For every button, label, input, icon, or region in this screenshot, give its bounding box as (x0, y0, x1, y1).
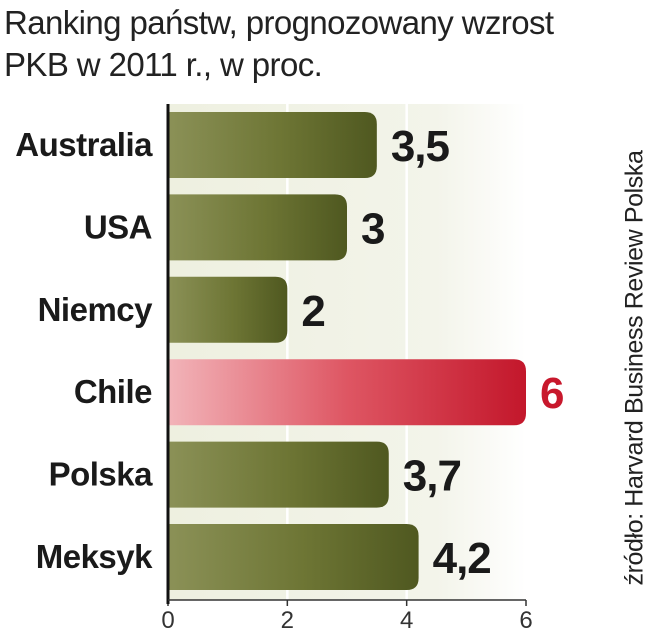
bar-usa (168, 194, 347, 261)
category-label: Polska (49, 456, 154, 493)
category-label: Australia (15, 126, 153, 163)
category-label: USA (84, 208, 152, 245)
value-label: 6 (540, 369, 563, 418)
bar-polska (168, 441, 389, 508)
bar-meksyk (168, 524, 419, 590)
bar-australia (168, 112, 377, 178)
category-label: Chile (74, 373, 152, 410)
chart-title-line-1: Ranking państw, prognozowany wzrost (4, 4, 554, 41)
value-label: 2 (301, 287, 324, 336)
source-note: źródło: Harvard Business Review Polska (620, 108, 650, 628)
x-tick-label: 2 (281, 607, 294, 634)
chart-title-line-2: PKB w 2011 r., w proc. (4, 46, 323, 83)
value-label: 4,2 (433, 534, 491, 583)
bar-chile (168, 359, 526, 426)
x-tick-label: 4 (400, 607, 413, 634)
bar-niemcy (168, 276, 288, 343)
source-text: źródło: Harvard Business Review Polska (620, 150, 649, 586)
x-tick-label: 0 (161, 607, 174, 634)
category-label: Meksyk (36, 538, 153, 575)
category-label: Niemcy (38, 291, 154, 328)
x-tick-label: 6 (519, 607, 532, 634)
value-label: 3 (361, 204, 384, 253)
value-label: 3,5 (391, 122, 450, 171)
value-label: 3,7 (403, 452, 461, 501)
plot-background (168, 104, 526, 600)
chart-title: Ranking państw, prognozowany wzrost PKB … (4, 2, 644, 86)
